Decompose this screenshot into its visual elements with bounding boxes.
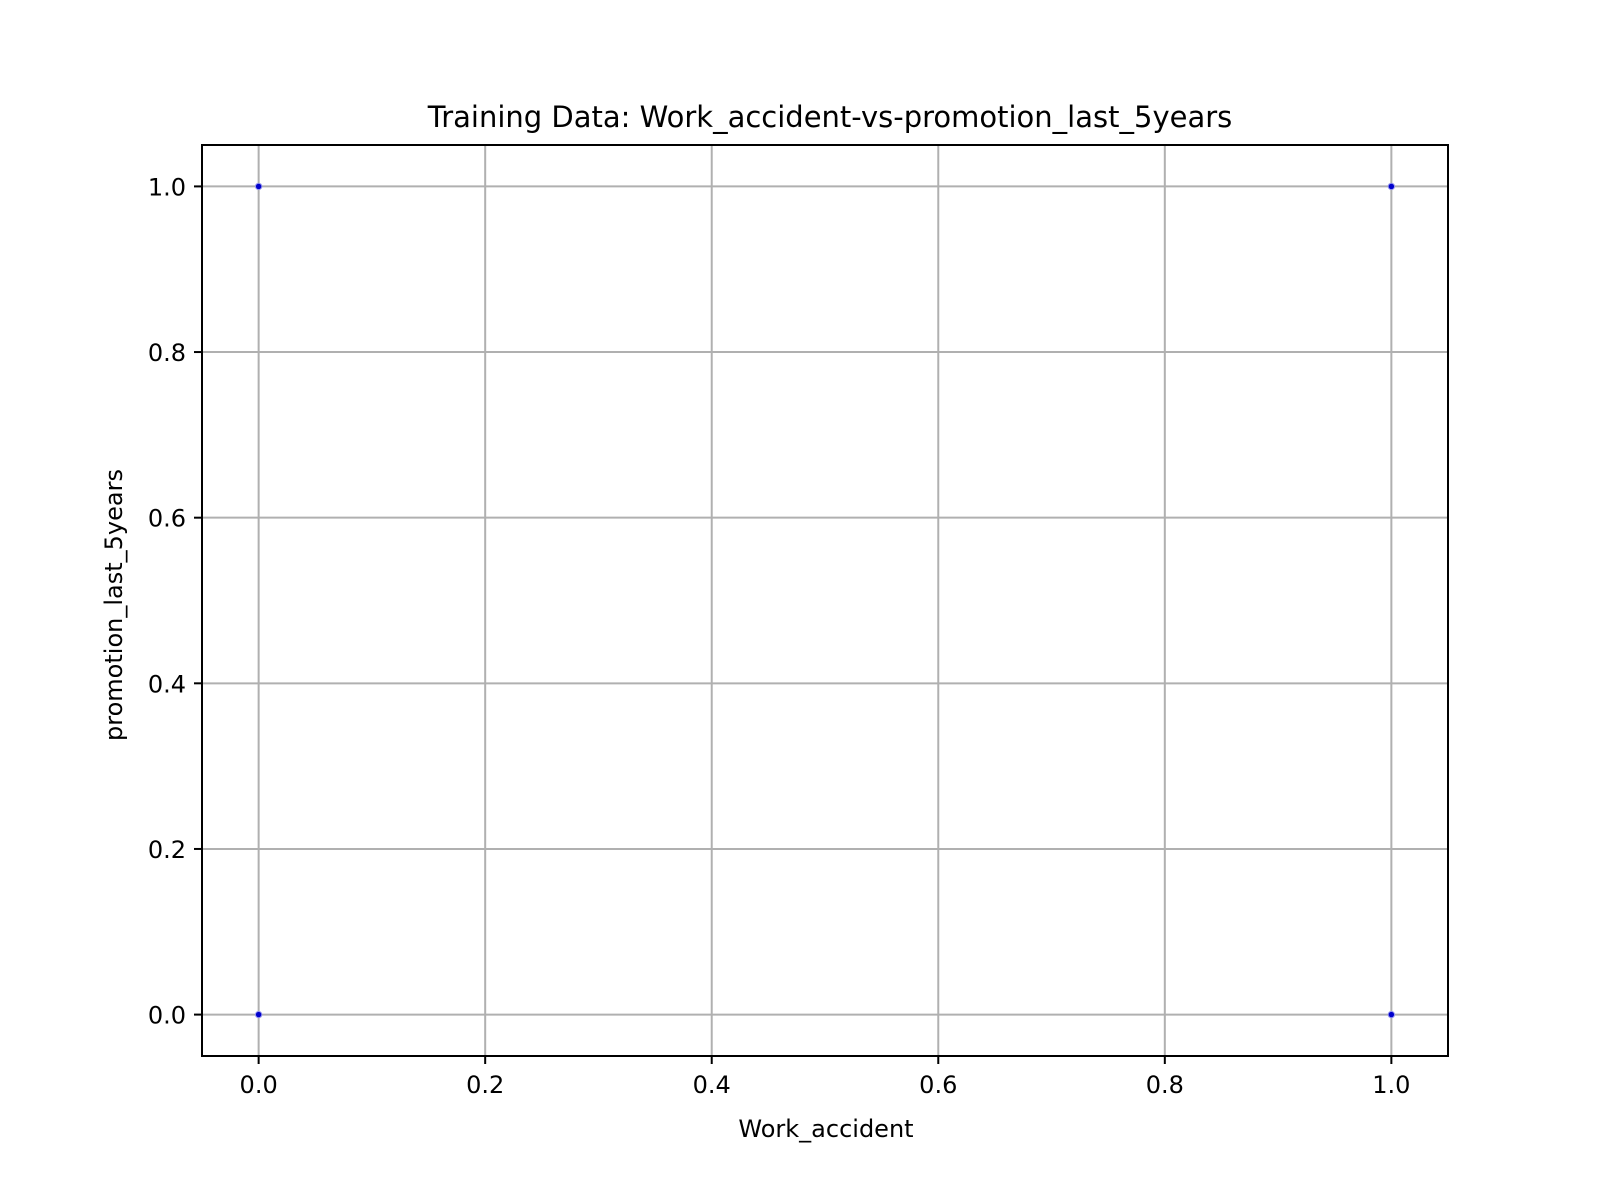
y-tick-label: 0.8 [148, 339, 186, 367]
points-layer [254, 182, 1396, 1019]
y-tick-label: 0.2 [148, 836, 186, 864]
x-tick-label: 0.8 [1146, 1071, 1184, 1099]
y-tick-label: 0.0 [148, 1002, 186, 1030]
x-axis-title: Work_accident [738, 1115, 913, 1143]
x-axis-ticks: 0.0 0.2 0.4 0.6 0.8 1.0 [240, 1056, 1410, 1099]
x-tick-label: 0.4 [693, 1071, 731, 1099]
data-point [254, 1010, 263, 1019]
x-tick-label: 1.0 [1372, 1071, 1410, 1099]
y-tick-label: 0.6 [148, 505, 186, 533]
axes-frame [201, 144, 1449, 1057]
x-tick-label: 0.0 [240, 1071, 278, 1099]
x-tick-label: 0.6 [919, 1071, 957, 1099]
grid-layer [202, 145, 1448, 1056]
chart-title: Training Data: Work_accident-vs-promotio… [427, 100, 1233, 134]
y-axis-title: promotion_last_5years [100, 469, 128, 741]
y-tick-label: 1.0 [148, 173, 186, 201]
y-axis-ticks: 0.0 0.2 0.4 0.6 0.8 1.0 [148, 173, 202, 1030]
data-point [1387, 1010, 1396, 1019]
data-point [254, 182, 263, 191]
x-tick-label: 0.2 [466, 1071, 504, 1099]
data-point [1387, 182, 1396, 191]
y-tick-label: 0.4 [148, 670, 186, 698]
